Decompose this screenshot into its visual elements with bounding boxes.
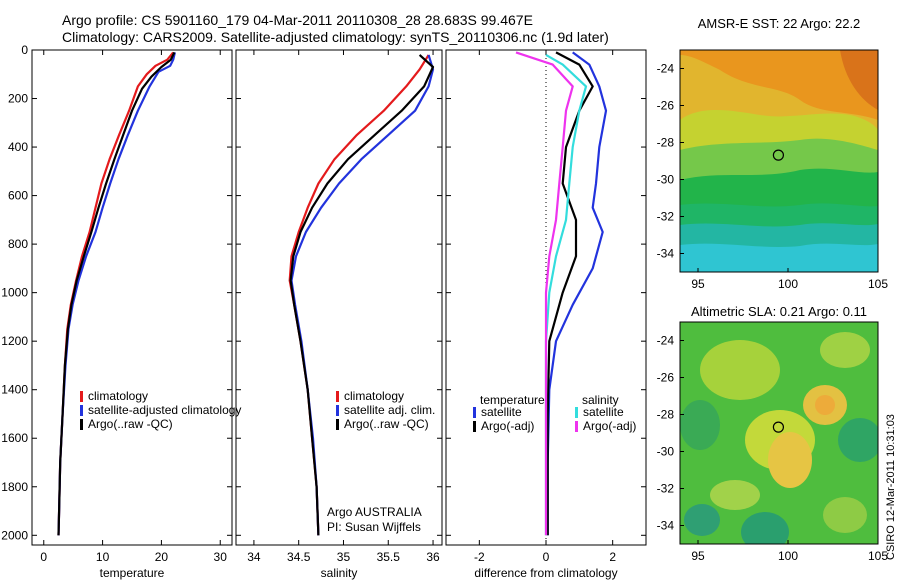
- map-y-tick-label: -28: [657, 136, 675, 150]
- argo-line: [289, 54, 435, 536]
- map-y-tick-label: -30: [657, 445, 675, 459]
- map-x-tick-label: 95: [691, 277, 705, 291]
- map-y-tick-label: -34: [657, 519, 675, 533]
- x-axis-label: salinity: [321, 566, 358, 580]
- sla-map-panel: Altimetric SLA: 0.21 Argo: 0.11 95 100 105…: [657, 304, 889, 563]
- x-tick-label: 30: [214, 550, 228, 564]
- map-y-tick-label: -26: [657, 371, 675, 385]
- legend-title-temperature: temperature: [480, 393, 545, 407]
- x-axis-label: difference from climatology: [474, 566, 617, 580]
- sla-map-field: [680, 322, 878, 544]
- timestamp-label: CSIRO 12-Mar-2011 10:31:03: [885, 414, 897, 560]
- salinity-profile-frame: [235, 49, 443, 546]
- sla-map-axes: 95 100 105 -24 -26 -28 -30 -32 -34: [657, 334, 889, 564]
- legend-label: satellite: [481, 405, 522, 419]
- legend-swatch: [575, 421, 578, 432]
- map-x-tick-label: 95: [691, 549, 705, 563]
- legend-swatch: [80, 391, 83, 402]
- legend-swatch: [80, 419, 83, 430]
- map-y-tick-label: -24: [657, 62, 675, 76]
- y-tick-label: 1200: [1, 334, 28, 348]
- map-y-tick-label: -32: [657, 210, 675, 224]
- y-tick-label: 1800: [1, 480, 28, 494]
- map-x-tick-label: 100: [778, 549, 798, 563]
- x-tick-label: 10: [96, 550, 110, 564]
- sst-map-field: [680, 50, 878, 272]
- legend-label: climatology: [344, 389, 404, 403]
- map-y-tick-label: -34: [657, 247, 675, 261]
- x-tick-label: 0: [543, 550, 550, 564]
- map-x-tick-label: 105: [868, 549, 888, 563]
- sst-map-panel: AMSR-E SST: 22 Argo: 22.2 95 100 105 -24 -26…: [657, 16, 889, 291]
- x-tick-label: -2: [474, 550, 485, 564]
- legend-swatch: [575, 407, 578, 418]
- sst-argo-marker: [772, 149, 785, 161]
- y-tick-label: 600: [8, 189, 28, 203]
- legend-label: climatology: [88, 389, 148, 403]
- legend-label: Argo(-adj): [481, 419, 534, 433]
- sla-map-title: Altimetric SLA: 0.21 Argo: 0.11: [691, 304, 867, 319]
- y-tick-label: 0: [21, 43, 28, 57]
- legend-swatch: [336, 405, 339, 416]
- map-x-tick-label: 105: [868, 277, 888, 291]
- x-tick-label: 35: [337, 550, 351, 564]
- temperature-profile-frame: [31, 49, 233, 546]
- temp-satellite-line: [546, 51, 608, 536]
- legend-swatch: [336, 391, 339, 402]
- legend-label: satellite: [583, 405, 624, 419]
- y-tick-label: 1600: [1, 431, 28, 445]
- argo-line: [57, 51, 176, 536]
- sal-satellite-line: [544, 53, 588, 536]
- map-x-tick-label: 100: [778, 277, 798, 291]
- legend-label: Argo(-adj): [583, 419, 636, 433]
- x-tick-label: 34.5: [287, 550, 311, 564]
- map-y-tick-label: -30: [657, 173, 675, 187]
- credit-line1: Argo AUSTRALIA: [327, 505, 422, 519]
- map-y-tick-label: -24: [657, 334, 675, 348]
- y-tick-label: 2000: [1, 528, 28, 542]
- x-tick-label: 36: [426, 550, 440, 564]
- map-y-tick-label: -32: [657, 482, 675, 496]
- x-tick-label: 35.5: [377, 550, 401, 564]
- legend-label: satellite adj. clim.: [344, 403, 435, 417]
- x-tick-label: 0: [40, 550, 47, 564]
- y-tick-label: 400: [8, 140, 28, 154]
- legend-swatch: [473, 421, 476, 432]
- figure-title-line1: Argo profile: CS 5901160_179 04-Mar-2011…: [62, 12, 533, 28]
- y-tick-label: 1400: [1, 383, 28, 397]
- x-tick-label: 20: [155, 550, 169, 564]
- figure-title-line2: Climatology: CARS2009. Satellite-adjuste…: [62, 29, 609, 45]
- map-y-tick-label: -28: [657, 408, 675, 422]
- temperature-panel: 0 10 20 30 temperature 0 200 400 600 800 1000 1200 1…: [1, 43, 241, 580]
- y-tick-label: 1000: [1, 286, 28, 300]
- x-axis-label: temperature: [100, 566, 165, 580]
- y-tick-label: 800: [8, 237, 28, 251]
- legend-title-salinity: salinity: [582, 393, 619, 407]
- satellite-line: [290, 54, 435, 536]
- temp-argo-line: [546, 51, 594, 536]
- legend-label: Argo(..raw -QC): [88, 417, 173, 431]
- credit-line2: PI: Susan Wijffels: [327, 520, 421, 534]
- map-y-tick-label: -26: [657, 99, 675, 113]
- legend-label: satellite-adjusted climatology: [88, 403, 241, 417]
- legend-swatch: [80, 405, 83, 416]
- legend-label: Argo(..raw -QC): [344, 417, 429, 431]
- salinity-panel: 34 34.5 35 35.5 36 salinity climatologysatelli…: [235, 49, 443, 580]
- satellite-line: [57, 52, 176, 536]
- x-tick-label: 2: [609, 550, 616, 564]
- climatology-line: [288, 54, 430, 536]
- legend-swatch: [336, 419, 339, 430]
- x-tick-label: 34: [247, 550, 261, 564]
- sst-map-title: AMSR-E SST: 22 Argo: 22.2: [698, 16, 861, 31]
- y-tick-label: 200: [8, 92, 28, 106]
- sla-argo-marker: [772, 421, 785, 433]
- sst-map-axes: 95 100 105 -24 -26 -28 -30 -32 -34: [657, 62, 889, 292]
- sal-argo-line: [515, 51, 574, 536]
- difference-panel: -2 0 2 difference from climatology temperatu…: [445, 49, 647, 580]
- legend-swatch: [473, 407, 476, 418]
